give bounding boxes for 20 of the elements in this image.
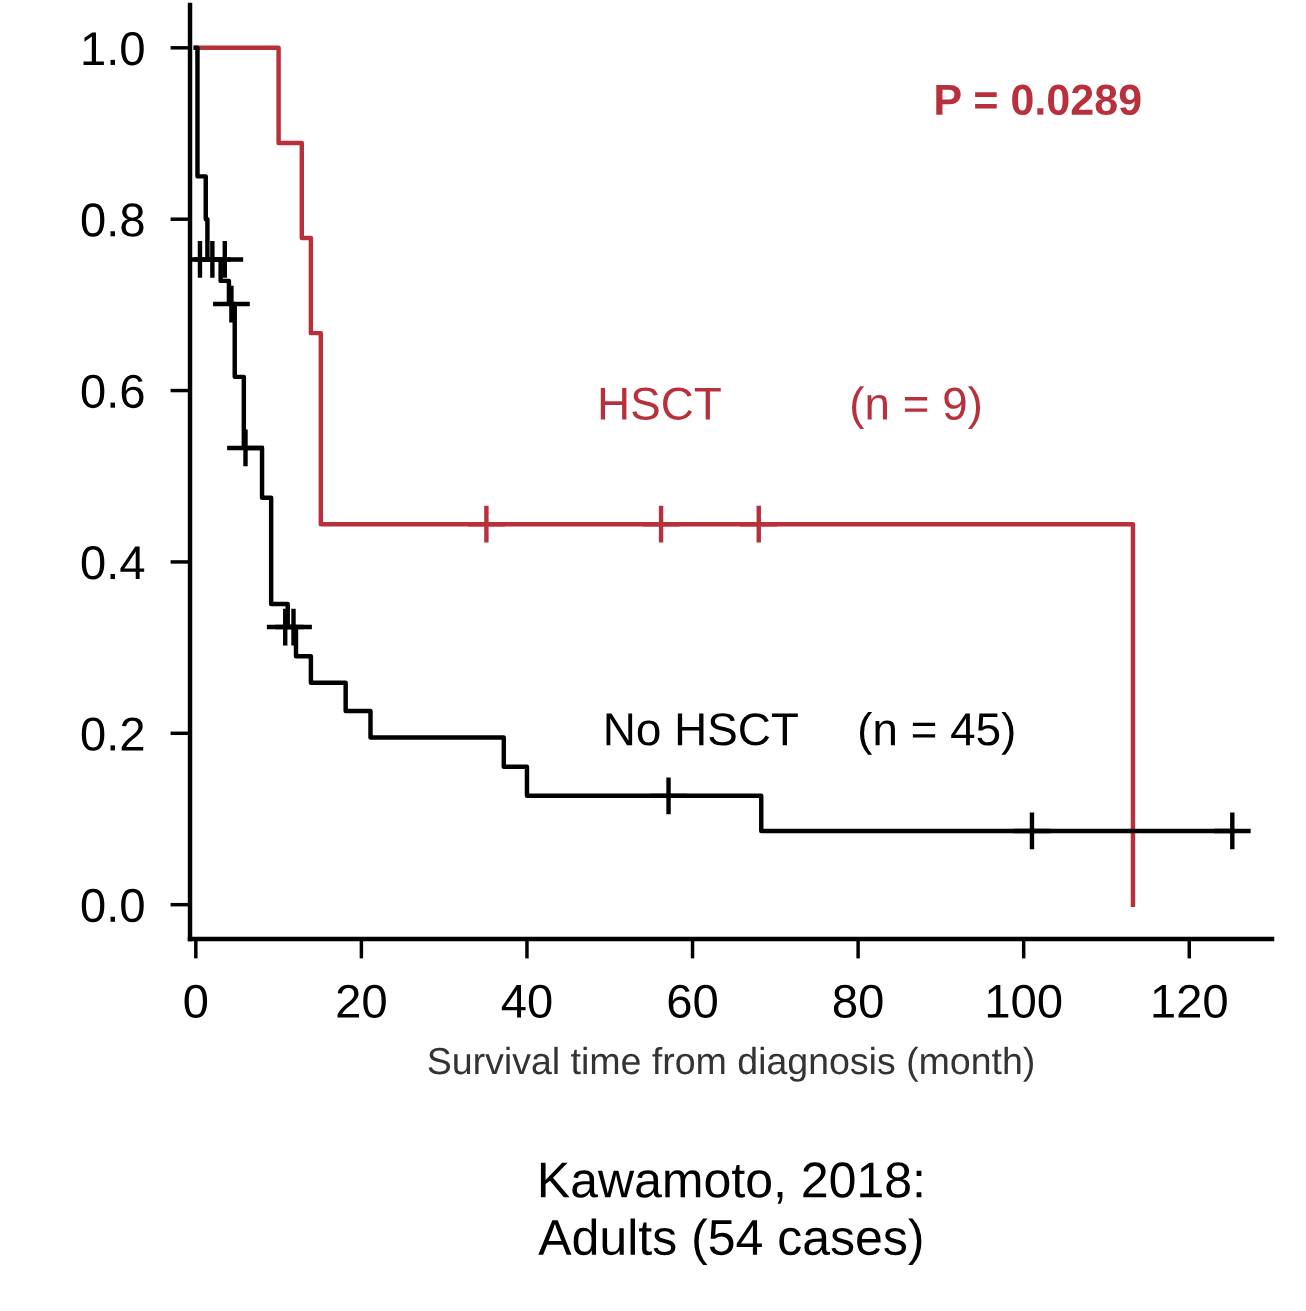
annotation: (n = 9): [852, 386, 981, 430]
x-tick-label: 80: [833, 984, 883, 1019]
annotation: P = 0.0289: [936, 84, 1141, 116]
y-tick-label: 0.4: [81, 546, 145, 580]
y-tick-label: 1.0: [83, 31, 144, 66]
annotation: (n = 45): [859, 711, 1014, 755]
x-tick-label: 100: [987, 984, 1062, 1019]
x-tick-label: 0: [184, 984, 208, 1019]
y-tick-label: 0.8: [81, 203, 144, 237]
text: HSCT: [600, 387, 721, 420]
x-tick-label: 20: [337, 984, 386, 1019]
x-tick-label: 40: [501, 984, 552, 1019]
text: Kawamoto, 2018: Adults (54 cases): [538, 1162, 922, 1266]
y-tick-label: 0.6: [81, 374, 144, 409]
y-tick-label: 0.0: [81, 888, 144, 923]
x-axis-title: Survival time from diagnosis (month): [428, 1046, 1033, 1082]
y-tick-label: 0.2: [81, 717, 144, 751]
x-tick-label: 60: [668, 984, 717, 1019]
x-tick-label: 120: [1153, 984, 1227, 1019]
series-label: No HSCT: [606, 713, 798, 746]
